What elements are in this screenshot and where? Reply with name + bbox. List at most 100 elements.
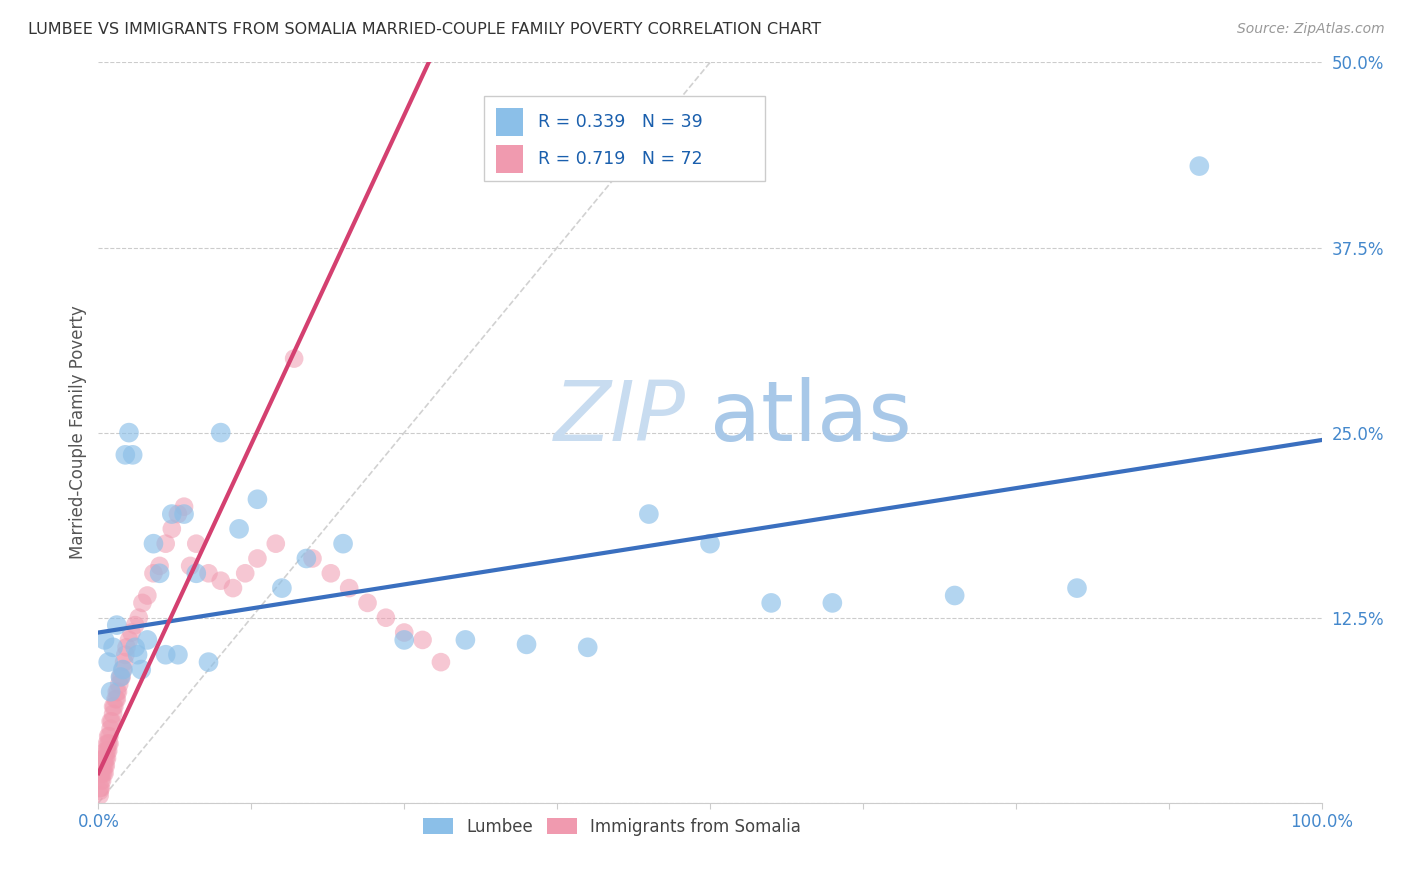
Point (128, 610, 150, 624)
Point (155, 648, 177, 662)
Legend: Lumbee, Immigrants from Somalia: Lumbee, Immigrants from Somalia (416, 811, 807, 843)
Point (90, 773, 112, 788)
Point (637, 507, 661, 521)
Point (105, 692, 128, 706)
Point (283, 351, 305, 366)
Point (233, 566, 256, 581)
Point (101, 706, 124, 721)
Point (100, 722, 122, 736)
Point (173, 507, 195, 521)
Point (90, 766, 112, 780)
Point (301, 551, 323, 566)
Point (100, 714, 122, 729)
Point (97, 737, 120, 751)
Y-axis label: Married-Couple Family Poverty: Married-Couple Family Poverty (69, 306, 87, 559)
Point (142, 536, 165, 550)
Text: LUMBEE VS IMMIGRANTS FROM SOMALIA MARRIED-COUPLE FAMILY POVERTY CORRELATION CHAR: LUMBEE VS IMMIGRANTS FROM SOMALIA MARRIE… (28, 22, 821, 37)
Point (295, 551, 318, 566)
Point (101, 640, 124, 655)
Point (149, 566, 172, 581)
Point (98, 729, 121, 743)
Point (101, 714, 124, 729)
Point (160, 522, 183, 536)
Point (112, 655, 135, 669)
Point (110, 670, 132, 684)
Point (155, 536, 177, 550)
Point (96, 744, 118, 758)
Point (136, 589, 159, 603)
Point (100, 685, 122, 699)
Point (197, 566, 219, 581)
Point (1066, 581, 1088, 595)
Point (131, 596, 153, 610)
Point (228, 522, 250, 536)
Point (127, 648, 149, 662)
Point (89, 780, 111, 795)
Point (761, 596, 783, 610)
Point (197, 655, 219, 669)
Point (412, 632, 434, 647)
Point (93, 632, 115, 647)
Point (392, 632, 416, 647)
Point (576, 640, 599, 655)
Point (94, 751, 117, 765)
Point (96, 751, 118, 765)
Point (96, 737, 118, 751)
Point (103, 699, 125, 714)
Point (167, 507, 190, 521)
Point (943, 589, 966, 603)
Point (246, 551, 269, 566)
Point (111, 663, 134, 677)
Point (121, 448, 143, 462)
Point (160, 507, 183, 521)
Point (101, 699, 124, 714)
Point (209, 425, 232, 440)
Point (97, 655, 120, 669)
Text: R = 0.719   N = 72: R = 0.719 N = 72 (537, 151, 702, 169)
Point (91, 751, 114, 765)
Point (94, 758, 117, 772)
Point (179, 558, 201, 573)
Point (91, 758, 114, 772)
Point (114, 648, 136, 662)
Point (110, 670, 132, 684)
Point (1188, 159, 1211, 173)
Point (105, 618, 128, 632)
Point (142, 566, 165, 581)
Point (124, 618, 146, 632)
Point (91, 758, 114, 772)
Point (129, 663, 152, 677)
Point (120, 625, 142, 640)
Point (104, 692, 127, 706)
Point (167, 648, 190, 662)
Point (94, 744, 117, 758)
Point (90, 780, 112, 795)
Point (107, 685, 129, 699)
Point (105, 685, 128, 699)
Point (111, 670, 134, 684)
Point (430, 655, 453, 669)
Point (454, 632, 477, 647)
FancyBboxPatch shape (496, 145, 523, 173)
Point (97, 729, 120, 743)
Point (270, 581, 294, 595)
Point (93, 758, 115, 772)
Point (93, 751, 115, 765)
Point (337, 581, 360, 595)
Point (821, 596, 844, 610)
Point (392, 625, 416, 640)
Point (114, 448, 136, 462)
Point (108, 677, 131, 691)
FancyBboxPatch shape (496, 108, 523, 136)
Text: R = 0.339   N = 39: R = 0.339 N = 39 (537, 113, 703, 131)
Point (93, 766, 115, 780)
Point (264, 536, 287, 550)
Point (356, 596, 378, 610)
Point (89, 784, 111, 798)
Point (186, 536, 208, 550)
Point (118, 632, 141, 647)
Point (97, 744, 120, 758)
Point (186, 566, 208, 581)
Text: ZIP: ZIP (554, 377, 686, 458)
Point (209, 574, 232, 588)
